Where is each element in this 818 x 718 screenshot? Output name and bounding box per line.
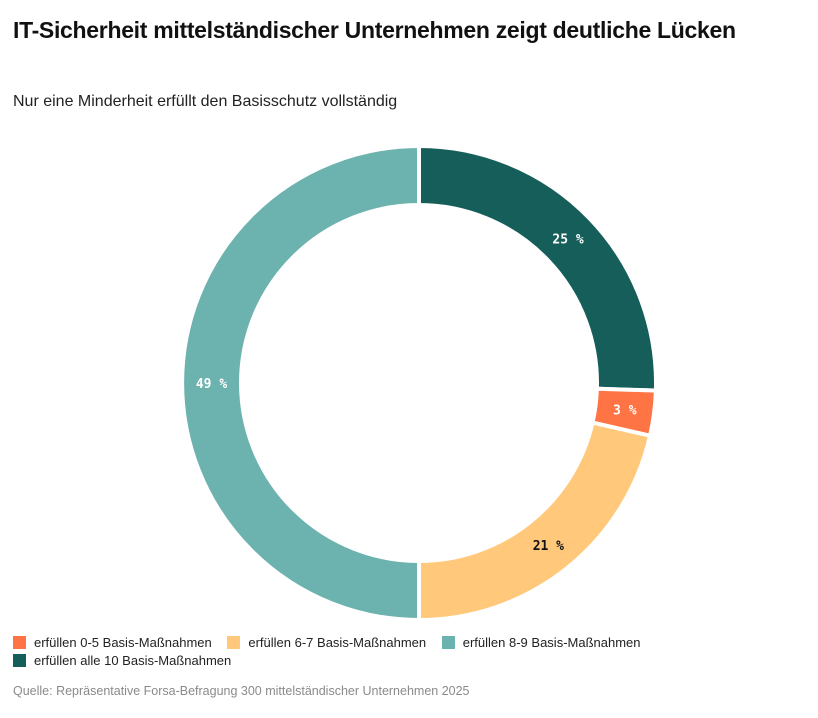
donut-slice xyxy=(180,143,421,623)
legend-item: erfüllen alle 10 Basis-Maßnahmen xyxy=(13,652,231,669)
slice-label: 25 % xyxy=(552,233,583,248)
source-note: Quelle: Repräsentative Forsa-Befragung 3… xyxy=(13,684,470,698)
legend-label: erfüllen 0-5 Basis-Maßnahmen xyxy=(34,635,212,650)
legend-label: erfüllen 8-9 Basis-Maßnahmen xyxy=(462,635,641,650)
legend-label: erfüllen 6-7 Basis-Maßnahmen xyxy=(248,635,427,650)
legend-swatch xyxy=(13,636,26,649)
chart-title: IT-Sicherheit mittelständischer Unterneh… xyxy=(13,17,736,43)
legend-swatch xyxy=(441,636,455,649)
legend-swatch xyxy=(13,654,26,667)
legend: erfüllen 0-5 Basis-Maßnahmen erfüllen 6-… xyxy=(13,634,803,670)
legend-label: erfüllen alle 10 Basis-Maßnahmen xyxy=(34,653,232,668)
chart-subtitle: Nur eine Minderheit erfüllt den Basissch… xyxy=(13,93,398,110)
legend-item: erfüllen 8-9 Basis-Maßnahmen xyxy=(441,634,641,651)
slice-label: 3 % xyxy=(613,404,637,419)
legend-item: erfüllen 6-7 Basis-Maßnahmen xyxy=(227,634,426,651)
legend-item: erfüllen 0-5 Basis-Maßnahmen xyxy=(13,634,212,651)
slice-label: 21 % xyxy=(533,539,564,554)
donut-chart: 25 % 3 % 21 % 49 % xyxy=(180,143,658,623)
donut-slice xyxy=(417,420,653,623)
slice-label: 49 % xyxy=(196,377,227,392)
donut-slice xyxy=(417,143,658,393)
legend-swatch xyxy=(227,636,241,649)
